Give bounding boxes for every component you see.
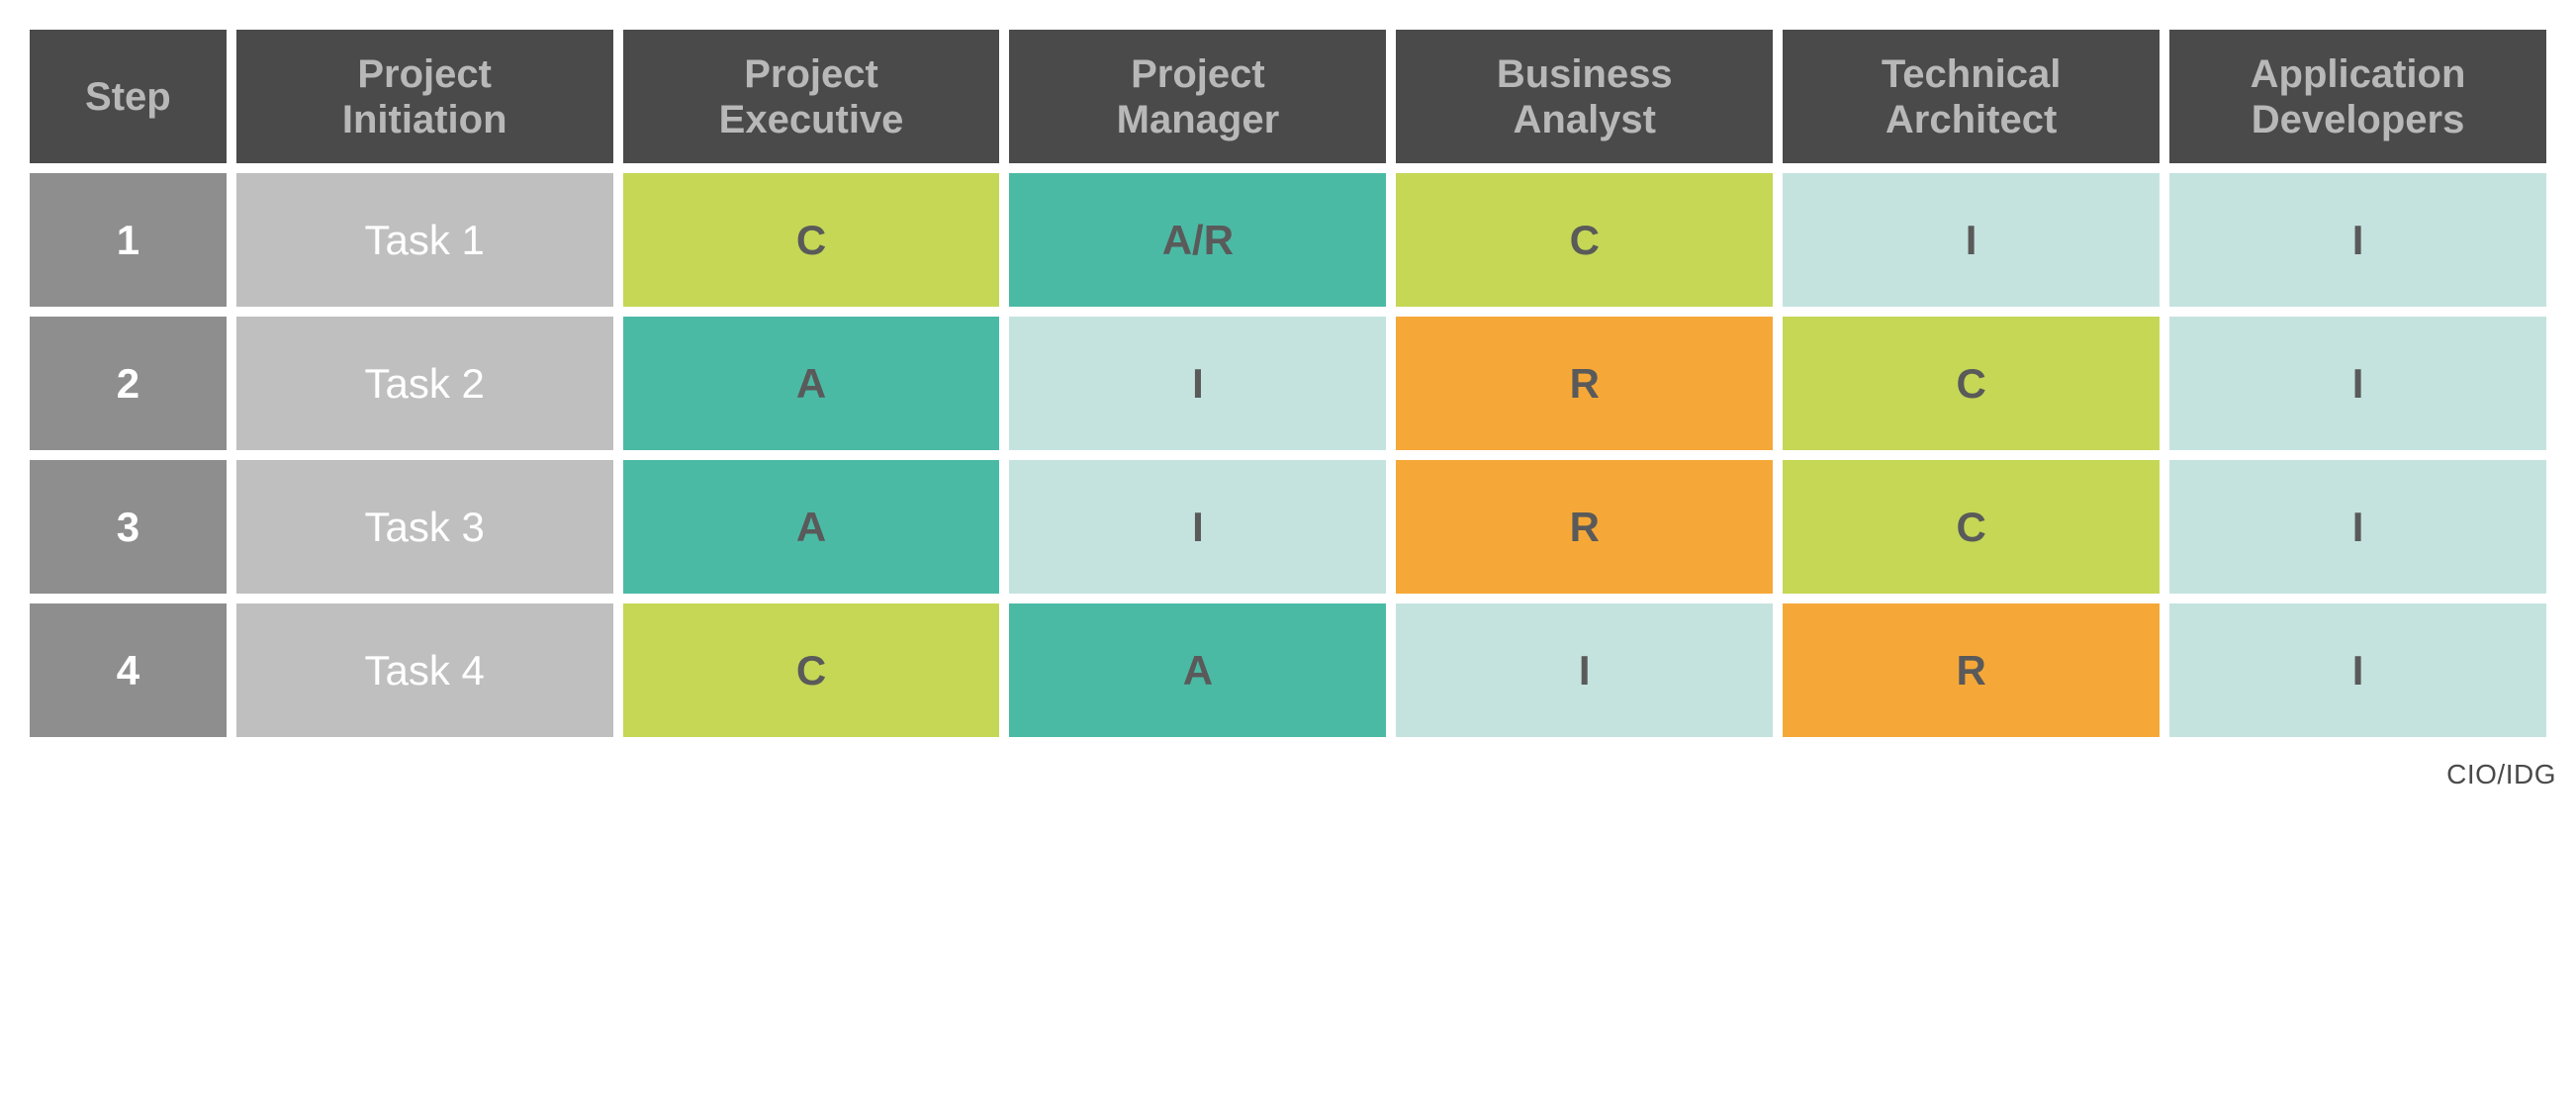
raci-cell: C <box>1396 173 1773 307</box>
raci-table-container: StepProjectInitiationProjectExecutivePro… <box>20 20 2556 790</box>
step-cell: 3 <box>30 460 227 594</box>
header-cell-4: BusinessAnalyst <box>1396 30 1773 163</box>
header-row: StepProjectInitiationProjectExecutivePro… <box>30 30 2546 163</box>
raci-cell: I <box>1396 603 1773 737</box>
step-cell: 2 <box>30 317 227 450</box>
raci-cell: A <box>623 317 1000 450</box>
raci-cell: I <box>1783 173 2160 307</box>
header-cell-5: TechnicalArchitect <box>1783 30 2160 163</box>
header-cell-3: ProjectManager <box>1009 30 1386 163</box>
raci-cell: R <box>1396 317 1773 450</box>
header-cell-1: ProjectInitiation <box>236 30 613 163</box>
task-cell: Task 4 <box>236 603 613 737</box>
table-row: 3Task 3AIRCI <box>30 460 2546 594</box>
raci-cell: I <box>1009 317 1386 450</box>
raci-cell: I <box>2169 603 2546 737</box>
table-row: 2Task 2AIRCI <box>30 317 2546 450</box>
raci-cell: A <box>1009 603 1386 737</box>
raci-cell: A/R <box>1009 173 1386 307</box>
header-cell-2: ProjectExecutive <box>623 30 1000 163</box>
raci-cell: C <box>623 603 1000 737</box>
attribution-text: CIO/IDG <box>20 759 2556 790</box>
raci-cell: R <box>1783 603 2160 737</box>
header-cell-6: ApplicationDevelopers <box>2169 30 2546 163</box>
table-row: 1Task 1CA/RCII <box>30 173 2546 307</box>
raci-cell: I <box>2169 317 2546 450</box>
step-cell: 4 <box>30 603 227 737</box>
task-cell: Task 1 <box>236 173 613 307</box>
task-cell: Task 2 <box>236 317 613 450</box>
raci-cell: R <box>1396 460 1773 594</box>
header-cell-0: Step <box>30 30 227 163</box>
raci-cell: I <box>1009 460 1386 594</box>
raci-cell: I <box>2169 460 2546 594</box>
table-row: 4Task 4CAIRI <box>30 603 2546 737</box>
raci-cell: A <box>623 460 1000 594</box>
raci-cell: C <box>623 173 1000 307</box>
raci-table: StepProjectInitiationProjectExecutivePro… <box>20 20 2556 747</box>
raci-cell: C <box>1783 460 2160 594</box>
table-header: StepProjectInitiationProjectExecutivePro… <box>30 30 2546 163</box>
raci-cell: I <box>2169 173 2546 307</box>
step-cell: 1 <box>30 173 227 307</box>
table-body: 1Task 1CA/RCII2Task 2AIRCI3Task 3AIRCI4T… <box>30 173 2546 737</box>
task-cell: Task 3 <box>236 460 613 594</box>
raci-cell: C <box>1783 317 2160 450</box>
